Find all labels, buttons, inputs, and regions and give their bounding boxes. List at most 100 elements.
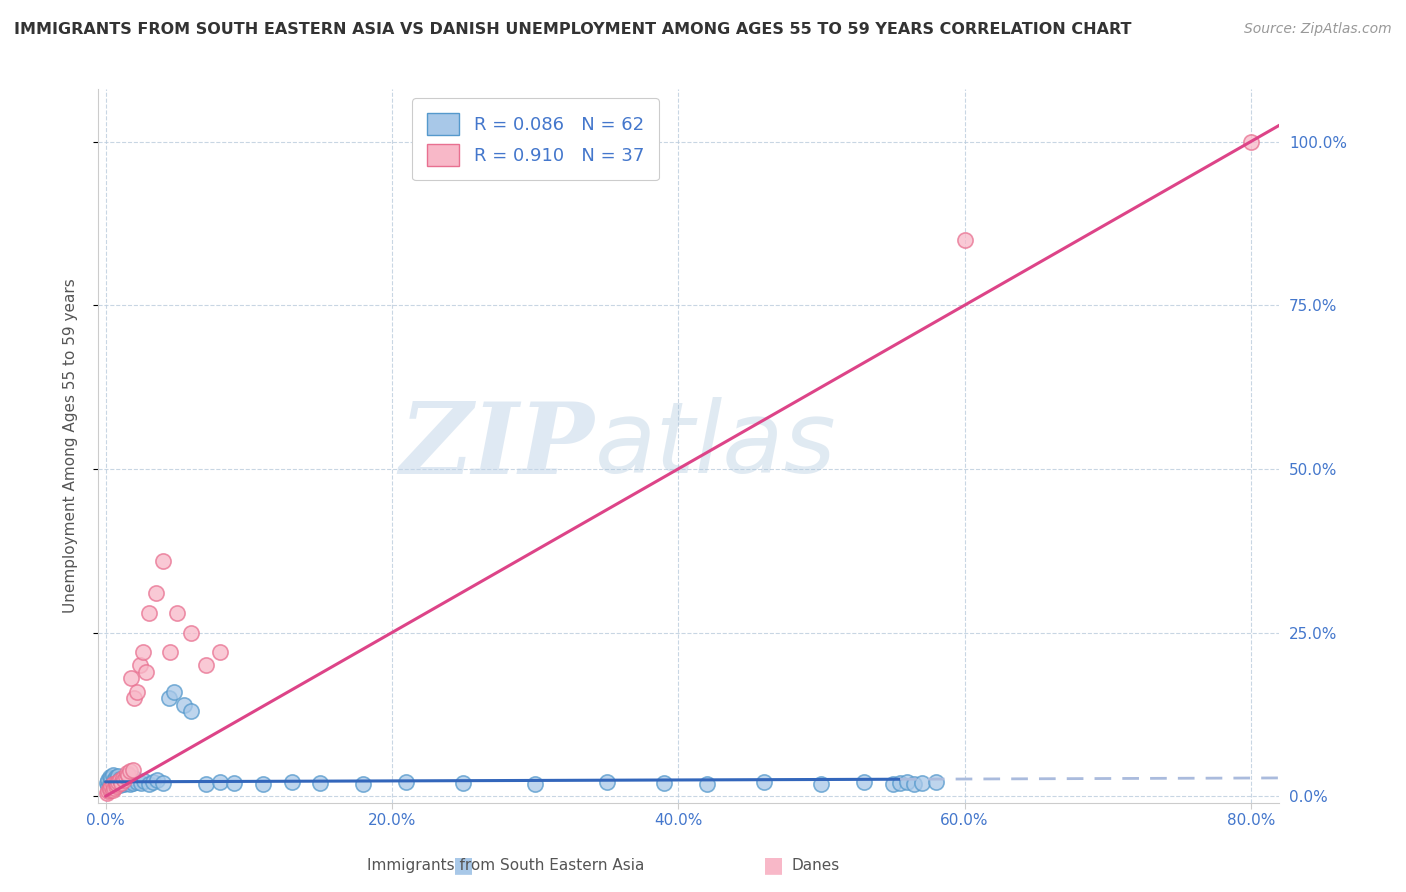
Point xyxy=(98,782,121,797)
Point xyxy=(209,775,232,789)
Point xyxy=(882,777,904,791)
Point xyxy=(110,776,132,790)
Point xyxy=(112,772,135,787)
Point xyxy=(111,775,134,789)
Point xyxy=(117,772,139,787)
Point xyxy=(696,777,718,791)
Point xyxy=(96,786,118,800)
Point xyxy=(157,691,180,706)
Point xyxy=(104,780,127,794)
Point xyxy=(280,775,302,789)
Point xyxy=(163,684,186,698)
Point xyxy=(100,780,122,794)
Point xyxy=(173,698,195,712)
Point xyxy=(142,775,165,789)
Point xyxy=(111,771,134,785)
Point xyxy=(395,775,418,789)
Point xyxy=(114,773,136,788)
Point xyxy=(309,776,332,790)
Point xyxy=(97,780,120,794)
Point xyxy=(889,776,911,790)
Point xyxy=(105,777,128,791)
Point xyxy=(180,704,202,718)
Point xyxy=(129,658,152,673)
Text: ■: ■ xyxy=(763,855,783,875)
Point xyxy=(104,770,127,784)
Point xyxy=(105,777,128,791)
Text: ■: ■ xyxy=(454,855,474,875)
Point xyxy=(103,772,125,787)
Point xyxy=(117,768,139,782)
Point xyxy=(125,775,148,789)
Text: Source: ZipAtlas.com: Source: ZipAtlas.com xyxy=(1244,22,1392,37)
Point xyxy=(108,778,131,792)
Point xyxy=(152,776,174,790)
Text: Danes: Danes xyxy=(792,858,839,872)
Point xyxy=(110,776,132,790)
Point xyxy=(138,606,160,620)
Point xyxy=(97,772,120,787)
Text: IMMIGRANTS FROM SOUTH EASTERN ASIA VS DANISH UNEMPLOYMENT AMONG AGES 55 TO 59 YE: IMMIGRANTS FROM SOUTH EASTERN ASIA VS DA… xyxy=(14,22,1132,37)
Point xyxy=(101,768,124,782)
Point xyxy=(122,771,145,785)
Point xyxy=(104,775,127,789)
Point xyxy=(115,776,138,790)
Point xyxy=(121,775,143,789)
Point xyxy=(166,606,188,620)
Point xyxy=(101,777,124,791)
Point xyxy=(138,777,160,791)
Point xyxy=(896,775,918,789)
Point xyxy=(224,776,246,790)
Point xyxy=(1240,135,1263,149)
Point xyxy=(107,774,129,789)
Point xyxy=(122,691,145,706)
Point xyxy=(352,777,374,791)
Point xyxy=(159,645,181,659)
Point xyxy=(146,772,169,787)
Point xyxy=(107,769,129,783)
Point xyxy=(135,665,157,679)
Point xyxy=(103,781,125,796)
Point xyxy=(152,553,174,567)
Point xyxy=(104,776,127,790)
Point xyxy=(810,777,832,791)
Text: atlas: atlas xyxy=(595,398,837,494)
Point xyxy=(953,233,976,247)
Point xyxy=(524,777,547,791)
Point xyxy=(910,776,932,790)
Point xyxy=(652,776,675,790)
Point xyxy=(252,777,274,791)
Point xyxy=(118,777,141,791)
Point xyxy=(97,784,120,798)
Point xyxy=(194,777,217,791)
Point xyxy=(107,775,129,789)
Point xyxy=(145,586,167,600)
Point xyxy=(132,645,155,659)
Point xyxy=(118,764,141,779)
Point xyxy=(134,773,156,788)
Point xyxy=(108,772,131,787)
Point xyxy=(595,775,617,789)
Point xyxy=(115,766,138,780)
Point xyxy=(752,775,775,789)
Point xyxy=(194,658,217,673)
Point xyxy=(114,770,136,784)
Y-axis label: Unemployment Among Ages 55 to 59 years: Unemployment Among Ages 55 to 59 years xyxy=(63,278,77,614)
Point xyxy=(98,770,121,784)
Point xyxy=(120,774,142,789)
Point xyxy=(101,782,124,797)
Point xyxy=(100,771,122,785)
Point xyxy=(853,775,876,789)
Text: Immigrants from South Eastern Asia: Immigrants from South Eastern Asia xyxy=(367,858,645,872)
Point xyxy=(209,645,232,659)
Point xyxy=(98,781,121,796)
Point xyxy=(120,672,142,686)
Point xyxy=(180,625,202,640)
Point xyxy=(105,772,128,786)
Point xyxy=(98,777,121,791)
Legend: R = 0.086   N = 62, R = 0.910   N = 37: R = 0.086 N = 62, R = 0.910 N = 37 xyxy=(412,98,658,180)
Point xyxy=(125,684,148,698)
Point xyxy=(925,775,948,789)
Point xyxy=(101,776,124,790)
Point xyxy=(903,777,925,791)
